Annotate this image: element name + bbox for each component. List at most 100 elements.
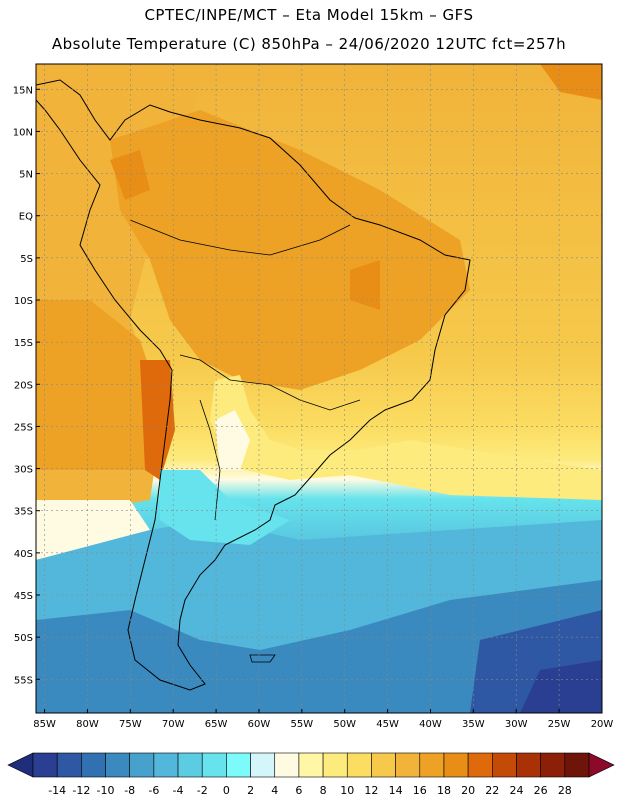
- colorbar-tick-label: 12: [364, 784, 378, 797]
- colorbar-cell: [443, 752, 469, 778]
- colorbar-cell: [371, 752, 396, 778]
- colorbar-tick-label: -6: [148, 784, 159, 797]
- colorbar-cell: [274, 752, 300, 778]
- longitude-labels: 85W 80W 75W 70W 65W 60W 55W 50W 45W 40W 35W 30W 25W 2…: [33, 719, 613, 730]
- latitude-label: 15N: [13, 85, 33, 96]
- longitude-label: 30W: [505, 719, 528, 730]
- south-america-coastline: [36, 79, 471, 691]
- colorbar-cell: [419, 752, 445, 778]
- continent-warm-region: [110, 110, 470, 390]
- colorbar-tick-label: 6: [295, 784, 302, 797]
- colorbar-tick-label: -4: [173, 784, 184, 797]
- colorbar-tick-label: 16: [413, 784, 427, 797]
- longitude-label: 20W: [591, 719, 614, 730]
- colorbar-tick-label: 8: [320, 784, 327, 797]
- colorbar-cell: [226, 752, 251, 778]
- latitude-label: 35S: [14, 507, 33, 518]
- andes-hot-patch: [140, 360, 175, 480]
- longitude-label: 25W: [548, 719, 571, 730]
- longitude-label: 60W: [248, 719, 271, 730]
- latitude-label: 15S: [14, 338, 33, 349]
- latitude-label: 40S: [14, 549, 33, 560]
- longitude-label: 50W: [333, 719, 356, 730]
- latitude-label: 55S: [14, 675, 33, 686]
- colorbar-tick-label: 10: [340, 784, 354, 797]
- colorbar-cell: [395, 752, 421, 778]
- colorbar-cell: [56, 752, 82, 778]
- colorbar-tick-label: 18: [437, 784, 451, 797]
- colorbar-cell: [32, 752, 58, 778]
- colorbar-tick-label: 0: [223, 784, 230, 797]
- colorbar-tick-label: -12: [72, 784, 90, 797]
- colorbar-cell: [322, 752, 348, 778]
- colorbar-tick-label: 28: [558, 784, 572, 797]
- warm-pacific-band: [36, 300, 160, 470]
- latitude-label: EQ: [19, 212, 33, 223]
- colorbar-tick-label: -8: [124, 784, 135, 797]
- coastlines: [36, 79, 471, 691]
- colorbar-tick-label: 4: [271, 784, 278, 797]
- latitude-label: 5N: [19, 170, 33, 181]
- chart-title-line-2: Absolute Temperature (C) 850hPa – 24/06/…: [51, 35, 567, 53]
- colorbar-tick-label: 20: [461, 784, 475, 797]
- andes-border: [199, 399, 221, 521]
- colder-south-region: [36, 580, 602, 713]
- pacific-pale-patch: [36, 500, 150, 560]
- chart-title-line-1: CPTEC/INPE/MCT – Eta Model 15km – GFS: [144, 6, 474, 24]
- latitude-label: 50S: [14, 633, 33, 644]
- country-borders-north: [129, 219, 351, 256]
- colorbar-tick-label: 22: [485, 784, 499, 797]
- latitude-label: 5S: [20, 254, 33, 265]
- colorbar-cell: [201, 752, 227, 778]
- colorbar-cell: [492, 752, 517, 778]
- latitude-label: 20S: [14, 380, 33, 391]
- latitude-labels: 15N 10N 5N EQ 5S 10S 15S 20S 25S 30S 35S 40S 45S 50S 5…: [13, 85, 33, 686]
- longitude-label: 75W: [119, 719, 142, 730]
- colorbar-cell: [298, 752, 324, 778]
- longitude-label: 70W: [162, 719, 185, 730]
- colorbar-tick-label: 26: [534, 784, 548, 797]
- colorbar-cell: [129, 752, 155, 778]
- longitude-label: 40W: [419, 719, 442, 730]
- coldest-southeast-core: [520, 660, 602, 713]
- colorbar-cell: [516, 752, 541, 778]
- brazil-warm-patch: [350, 260, 380, 310]
- argentina-pale-patch: [215, 410, 250, 470]
- colorbar-cell: [153, 752, 179, 778]
- colorbar-low-arrow: [7, 752, 34, 778]
- colorbar-cell: [105, 752, 130, 778]
- cool-patagonia-plume: [160, 470, 290, 545]
- colorbar-cell: [346, 752, 372, 778]
- colorbar-tick-label: 14: [389, 784, 403, 797]
- colorbar-tick-labels: -14 -12 -10 -8 -6 -4 -2 0 2 4 6 8 10 12 14 16 18 20 22 24 26…: [48, 784, 572, 797]
- latitude-label: 10S: [14, 296, 33, 307]
- colorbar-cells: [7, 752, 615, 778]
- colorbar-cell: [564, 752, 590, 778]
- falkland-islands: [249, 654, 276, 663]
- colorbar-cell: [540, 752, 566, 778]
- longitude-label: 65W: [205, 719, 228, 730]
- latitude-label: 10N: [13, 127, 33, 138]
- map-frame: [35, 63, 603, 714]
- colorbar-tick-label: 24: [509, 784, 523, 797]
- colombia-warm-patch: [110, 150, 150, 200]
- colorbar-cell: [81, 752, 106, 778]
- colorbar-cell: [250, 752, 276, 778]
- longitude-label: 85W: [33, 719, 56, 730]
- colorbar-cell: [177, 752, 203, 778]
- latitude-label: 45S: [14, 591, 33, 602]
- north-atlantic-warm-patch: [540, 64, 602, 100]
- graticule: [36, 64, 603, 713]
- colorbar-tick-label: -2: [197, 784, 208, 797]
- colorbar-tick-label: 2: [247, 784, 254, 797]
- country-borders: [179, 354, 361, 411]
- longitude-label: 35W: [462, 719, 485, 730]
- colorbar-tick-label: -14: [48, 784, 66, 797]
- colorbar-high-arrow: [588, 752, 615, 778]
- longitude-label: 55W: [291, 719, 314, 730]
- latitude-label: 25S: [14, 422, 33, 433]
- colorbar-tick-label: -10: [97, 784, 115, 797]
- longitude-label: 45W: [376, 719, 399, 730]
